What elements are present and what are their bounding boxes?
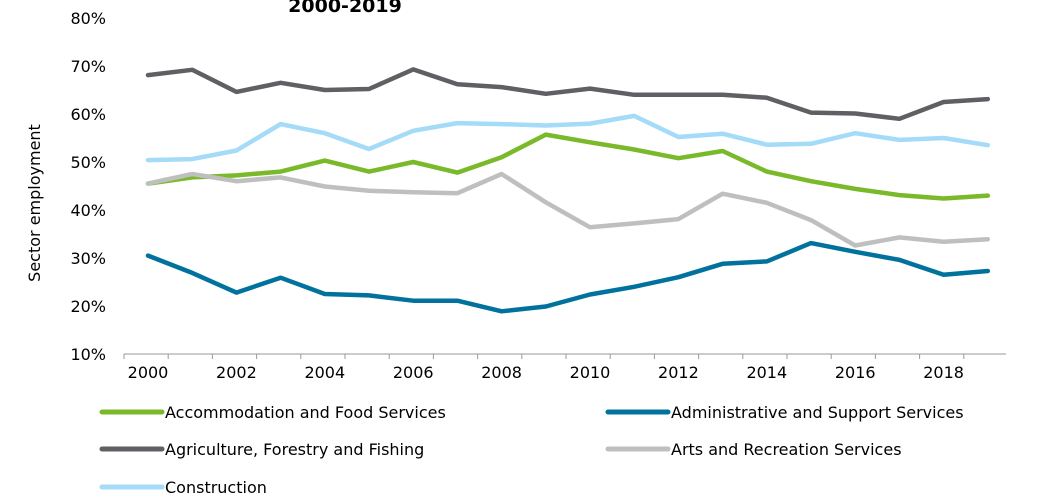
series-line — [145, 113, 991, 163]
legend: Accommodation and Food Services Administr… — [99, 403, 964, 495]
x-tick-label: 2006 — [393, 363, 434, 382]
y-axis-label: Sector employment — [25, 124, 44, 282]
legend-label: Administrative and Support Services — [671, 403, 964, 422]
legend-label: Arts and Recreation Services — [671, 440, 902, 459]
x-tick-label: 2014 — [746, 363, 787, 382]
x-tick-label: 2018 — [923, 363, 964, 382]
chart-title: 2000-2019 — [288, 0, 402, 17]
y-tick-label: 30% — [70, 249, 106, 268]
series-line — [145, 171, 991, 248]
legend-label: Construction — [165, 478, 267, 495]
x-tick-label: 2012 — [658, 363, 699, 382]
series-line — [145, 67, 991, 122]
series-lines — [145, 67, 991, 314]
x-tick-label: 2010 — [570, 363, 611, 382]
y-tick-label: 20% — [70, 297, 106, 316]
x-tick-label: 2000 — [128, 363, 169, 382]
legend-label: Accommodation and Food Services — [165, 403, 446, 422]
y-tick-label: 60% — [70, 105, 106, 124]
y-tick-label: 80% — [70, 9, 106, 28]
legend-label: Agriculture, Forestry and Fishing — [165, 440, 424, 459]
series-line — [145, 240, 991, 314]
x-tick-label: 2016 — [835, 363, 876, 382]
y-tick-label: 10% — [70, 345, 106, 364]
y-tick-label: 70% — [70, 57, 106, 76]
x-tick-label: 2008 — [481, 363, 522, 382]
y-tick-label: 50% — [70, 153, 106, 172]
x-tick-label: 2004 — [304, 363, 345, 382]
series-line — [145, 132, 991, 201]
x-tick-label: 2002 — [216, 363, 257, 382]
axes: 10% 20% 30% 40% 50% 60% 70% 80% 2000 2002 2004 2006… — [70, 9, 1006, 382]
y-tick-label: 40% — [70, 201, 106, 220]
